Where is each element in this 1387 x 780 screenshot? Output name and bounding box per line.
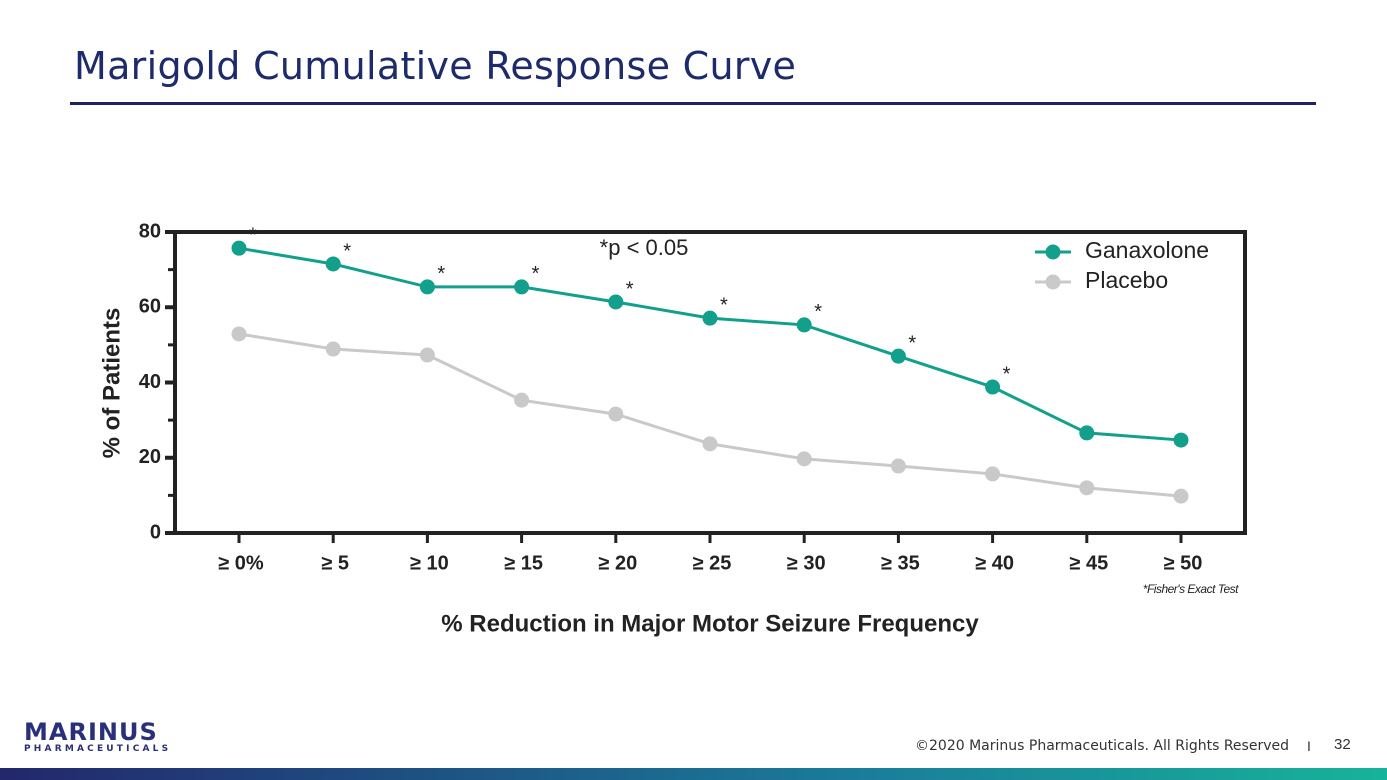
annotation: *p < 0.05 bbox=[600, 235, 689, 260]
data-point bbox=[231, 240, 247, 256]
y-tick-label: 80 bbox=[139, 220, 161, 242]
page-number: 32 bbox=[1334, 736, 1351, 753]
y-tick-label: 60 bbox=[139, 296, 161, 318]
x-tick-label: ≥ 5 bbox=[321, 552, 349, 574]
significance-mark: * bbox=[343, 240, 351, 262]
data-point bbox=[325, 341, 341, 357]
data-point bbox=[1173, 432, 1189, 448]
data-point bbox=[419, 279, 435, 295]
x-tick-label: ≥ 30 bbox=[787, 552, 826, 574]
slide-title: Marigold Cumulative Response Curve bbox=[74, 44, 797, 88]
data-point bbox=[514, 392, 530, 408]
data-point bbox=[325, 256, 341, 272]
legend-marker bbox=[1045, 274, 1061, 290]
logo-text: MARINUS bbox=[24, 718, 158, 746]
separator: I bbox=[1307, 738, 1311, 754]
data-point bbox=[1079, 425, 1095, 441]
significance-mark: * bbox=[437, 263, 445, 285]
data-point bbox=[419, 347, 435, 363]
x-axis-label: % Reduction in Major Motor Seizure Frequ… bbox=[441, 610, 979, 637]
significance-mark: * bbox=[814, 301, 822, 323]
chart: *p < 0.05 *Fisher's Exact Test % Reducti… bbox=[98, 220, 1247, 637]
data-point bbox=[514, 279, 530, 295]
bottom-bar bbox=[0, 768, 1387, 780]
data-point bbox=[890, 458, 906, 474]
data-point bbox=[608, 406, 624, 422]
data-point bbox=[796, 451, 812, 467]
data-point bbox=[702, 310, 718, 326]
copyright: ©2020 Marinus Pharmaceuticals. All Right… bbox=[915, 738, 1289, 754]
data-point bbox=[796, 317, 812, 333]
x-tick-label: ≥ 50 bbox=[1164, 552, 1203, 574]
x-tick-label: ≥ 25 bbox=[693, 552, 732, 574]
data-point bbox=[890, 348, 906, 364]
logo-subtitle: PHARMACEUTICALS bbox=[24, 744, 172, 754]
data-point bbox=[702, 436, 718, 452]
legend-marker bbox=[1045, 244, 1061, 260]
y-tick-label: 0 bbox=[150, 521, 161, 543]
significance-mark: * bbox=[532, 263, 540, 285]
significance-mark: * bbox=[626, 278, 634, 300]
data-point bbox=[608, 294, 624, 310]
legend-label: Placebo bbox=[1085, 267, 1168, 293]
y-tick-label: 20 bbox=[139, 446, 161, 468]
data-point bbox=[1079, 480, 1095, 496]
x-tick-label: ≥ 20 bbox=[598, 552, 637, 574]
title-rule bbox=[70, 102, 1316, 105]
x-tick-label: ≥ 15 bbox=[504, 552, 543, 574]
logo: MARINUS PHARMACEUTICALS bbox=[24, 718, 171, 754]
footnote: *Fisher's Exact Test bbox=[1143, 582, 1239, 596]
significance-mark: * bbox=[249, 224, 257, 246]
data-point bbox=[985, 466, 1001, 482]
x-tick-label: ≥ 10 bbox=[410, 552, 449, 574]
y-axis-label: % of Patients bbox=[98, 308, 125, 459]
series-line bbox=[238, 332, 1182, 498]
legend-label: Ganaxolone bbox=[1085, 237, 1209, 263]
x-tick-label: ≥ 40 bbox=[975, 552, 1014, 574]
significance-mark: * bbox=[720, 294, 728, 316]
x-tick-label: ≥ 45 bbox=[1069, 552, 1108, 574]
x-tick-label: ≥ 0% bbox=[218, 552, 264, 574]
data-point bbox=[985, 379, 1001, 395]
data-point bbox=[1173, 488, 1189, 504]
series-line bbox=[238, 246, 1182, 442]
y-tick-label: 40 bbox=[139, 371, 161, 393]
x-tick-label: ≥ 35 bbox=[881, 552, 920, 574]
significance-mark: * bbox=[908, 332, 916, 354]
data-point bbox=[231, 326, 247, 342]
significance-mark: * bbox=[1003, 363, 1011, 385]
